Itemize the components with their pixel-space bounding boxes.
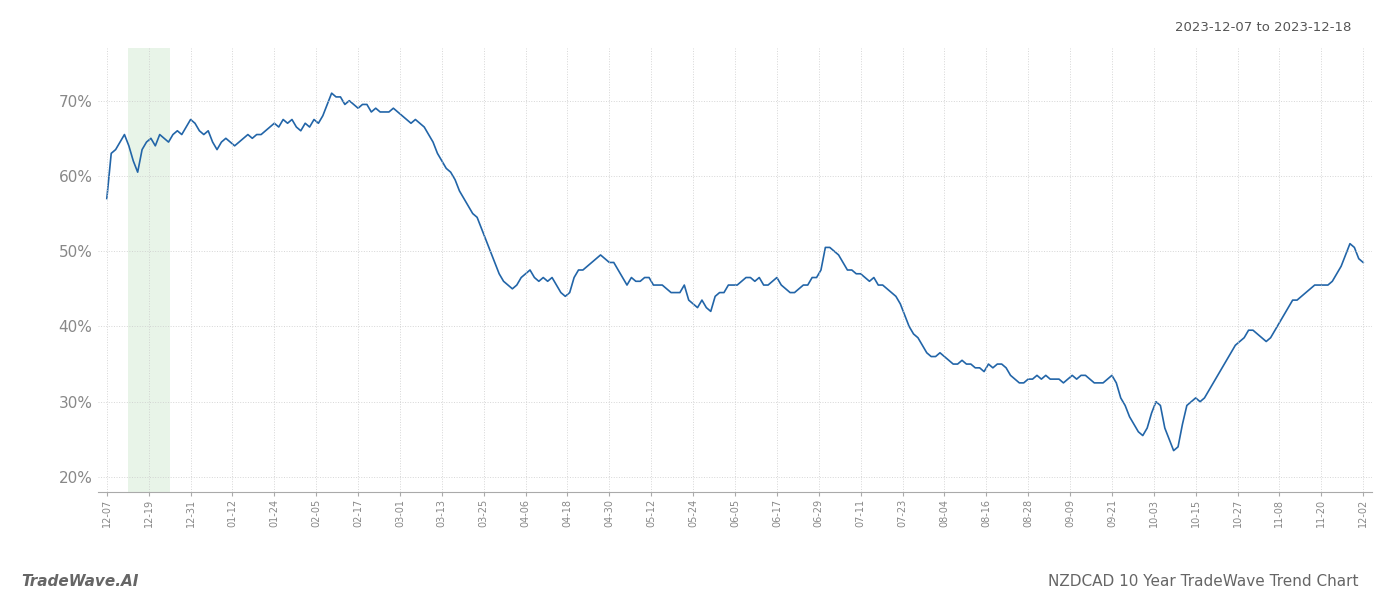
Bar <box>127 48 169 492</box>
Text: NZDCAD 10 Year TradeWave Trend Chart: NZDCAD 10 Year TradeWave Trend Chart <box>1047 574 1358 589</box>
Text: 2023-12-07 to 2023-12-18: 2023-12-07 to 2023-12-18 <box>1175 21 1351 34</box>
Text: TradeWave.AI: TradeWave.AI <box>21 574 139 589</box>
